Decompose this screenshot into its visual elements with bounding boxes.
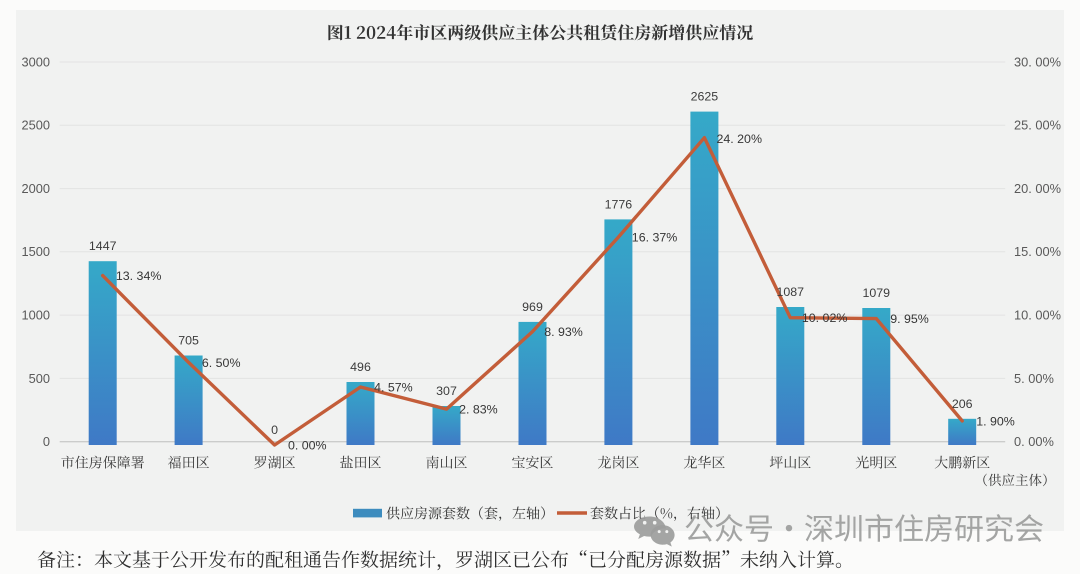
svg-text:24. 20%: 24. 20% [717,132,762,146]
svg-text:16. 37%: 16. 37% [632,231,677,245]
svg-text:1500: 1500 [22,244,50,259]
svg-text:3000: 3000 [22,54,50,69]
svg-text:1087: 1087 [777,285,805,299]
svg-text:8. 93%: 8. 93% [544,325,583,339]
svg-text:2500: 2500 [22,118,50,133]
svg-text:9. 95%: 9. 95% [890,312,929,326]
svg-text:500: 500 [29,371,50,386]
svg-text:1776: 1776 [605,197,633,211]
svg-text:307: 307 [436,384,457,398]
svg-text:2. 83%: 2. 83% [459,403,498,417]
svg-text:1000: 1000 [22,308,50,323]
svg-text:0: 0 [43,434,50,449]
svg-text:13. 34%: 13. 34% [116,269,161,283]
svg-text:5. 00%: 5. 00% [1014,371,1054,386]
svg-text:0. 00%: 0. 00% [1014,434,1054,449]
svg-text:10. 00%: 10. 00% [1014,308,1061,323]
svg-text:20. 00%: 20. 00% [1014,181,1061,196]
svg-text:10. 02%: 10. 02% [802,311,847,325]
svg-text:496: 496 [350,360,371,374]
svg-text:2625: 2625 [691,90,719,104]
svg-text:25. 00%: 25. 00% [1014,118,1061,133]
svg-text:0. 00%: 0. 00% [288,438,327,452]
svg-text:6. 50%: 6. 50% [202,356,241,370]
svg-text:15. 00%: 15. 00% [1014,244,1061,259]
svg-text:4. 57%: 4. 57% [374,380,413,394]
svg-text:705: 705 [178,334,199,348]
svg-text:30. 00%: 30. 00% [1014,54,1061,69]
svg-text:2000: 2000 [22,181,50,196]
svg-text:0: 0 [271,423,278,437]
svg-text:1079: 1079 [863,286,891,300]
svg-text:1. 90%: 1. 90% [976,414,1015,428]
svg-text:206: 206 [952,397,973,411]
svg-text:969: 969 [522,300,543,314]
svg-text:1447: 1447 [89,239,117,253]
